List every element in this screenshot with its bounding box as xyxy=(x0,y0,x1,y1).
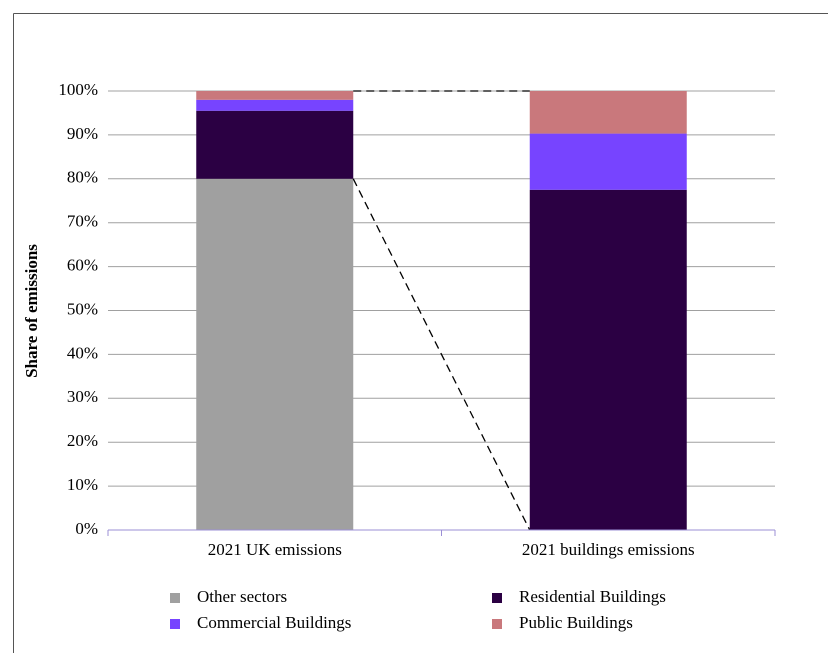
bar-segment xyxy=(196,91,354,100)
x-tick-label: 2021 UK emissions xyxy=(208,540,342,559)
y-tick-label: 10% xyxy=(67,475,98,494)
bar-segment xyxy=(529,133,687,190)
bar-segment xyxy=(529,91,687,134)
legend-label: Commercial Buildings xyxy=(197,613,351,632)
bar-segment xyxy=(196,178,354,531)
x-tick-label: 2021 buildings emissions xyxy=(522,540,695,559)
y-tick-label: 0% xyxy=(75,519,98,538)
y-tick-label: 30% xyxy=(67,387,98,406)
y-tick-label: 70% xyxy=(67,212,98,231)
legend-swatch xyxy=(492,593,502,603)
y-tick-label: 60% xyxy=(67,256,98,275)
bar-segment xyxy=(529,189,687,530)
legend-swatch xyxy=(170,593,180,603)
y-tick-label: 50% xyxy=(67,299,98,318)
y-tick-label: 40% xyxy=(67,343,98,362)
y-axis-label: Share of emissions xyxy=(22,244,41,378)
y-tick-label: 80% xyxy=(67,168,98,187)
y-tick-label: 20% xyxy=(67,431,98,450)
legend-label: Other sectors xyxy=(197,587,287,606)
bar-segment xyxy=(196,99,354,111)
legend-swatch xyxy=(170,619,180,629)
bar-segment xyxy=(196,110,354,179)
y-tick-label: 90% xyxy=(67,124,98,143)
legend-swatch xyxy=(492,619,502,629)
legend-label: Public Buildings xyxy=(519,613,633,632)
connector xyxy=(352,178,531,531)
y-tick-label: 100% xyxy=(58,80,98,99)
legend-label: Residential Buildings xyxy=(519,587,666,606)
